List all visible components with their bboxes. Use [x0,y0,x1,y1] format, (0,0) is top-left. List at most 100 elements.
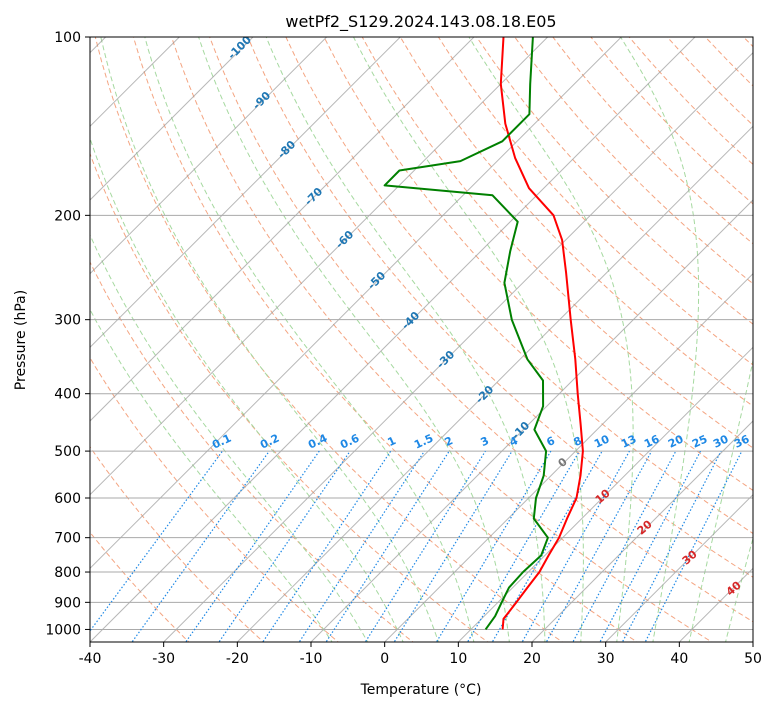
isotherm [604,493,753,642]
moist-adiabat [688,358,753,642]
x-tick-label: 20 [523,651,541,667]
dry-adiabat [514,37,753,285]
mixing-ratio-label: 2 [443,434,455,449]
mixing-ratio-label: 30 [711,432,731,450]
y-tick-label: 800 [54,565,81,581]
mixing-ratio-line [599,450,702,642]
mixing-ratio-label: 0.4 [306,431,329,451]
mixing-ratio-label: 16 [642,432,662,450]
isotherm [90,37,475,422]
isotherm [457,346,753,642]
dry-adiabat [476,37,753,325]
x-tick-label: -20 [226,651,249,667]
isotherm [90,37,254,201]
moist-adiabat-label: 10 [593,486,613,506]
dry-adiabat [90,446,265,642]
dry-adiabat [399,37,753,407]
isotherm [90,37,696,642]
dewpoint-line [383,37,549,630]
mixing-ratio-line [466,450,580,642]
x-tick-label: 10 [449,651,467,667]
mixing-ratio-label: 3 [479,434,491,449]
mixing-ratio-line [298,450,425,642]
series-lines [383,37,584,630]
moist-adiabat [90,233,369,642]
x-tick-label: 50 [744,651,762,667]
x-tick-label: -40 [79,651,102,667]
mixing-ratio-label: 25 [690,432,709,450]
isotherm [162,51,753,642]
isotherm [752,641,753,642]
x-tick-label: 40 [670,651,688,667]
mixing-ratio-line [521,450,631,642]
moist-adiabat [468,37,634,642]
mixing-ratio-line [325,450,450,642]
y-tick-label: 700 [54,531,81,547]
isotherm [90,37,549,496]
moist-adiabat [90,136,404,642]
plot-frame [89,36,754,643]
y-tick-label: 200 [54,208,81,224]
moist-adiabat [198,37,510,642]
mixing-ratio-label: 36 [732,432,752,450]
mixing-ratio-line [262,450,392,642]
dry-adiabat [90,356,339,642]
isotherm-label: -90 [250,89,273,112]
isotherm-label: -50 [365,269,388,292]
mixing-ratio-line [90,450,223,632]
isotherm [90,37,623,570]
moist-adiabat-label: 0 [556,455,570,470]
mixing-ratio-line [393,450,513,642]
mixing-ratio-label: 1 [386,434,398,449]
mixing-ratio-line [131,450,270,642]
isotherm-label: -80 [275,138,298,161]
x-axis: -40 -30 -20 -10 0 10 20 30 40 50 [79,642,762,667]
x-tick-label: 30 [597,651,615,667]
y-axis: 1000 900 800 700 600 500 400 300 200 100 [45,30,90,638]
moist-adiabat [90,308,333,642]
dry-adiabat [90,152,489,642]
x-tick-label: 0 [380,651,389,667]
dry-adiabat [437,37,753,366]
temperature-line [499,37,584,630]
y-tick-label: 600 [54,491,81,507]
dry-adiabat [285,37,753,535]
dry-adiabat [94,37,564,642]
isotherm [90,37,402,349]
y-tick-label: 100 [54,30,81,46]
mixing-ratio-label: 0.1 [210,432,233,452]
moist-adiabat [100,37,440,642]
y-tick-label: 900 [54,595,81,611]
mixing-ratio-label: 0.2 [258,432,281,452]
isotherm [531,420,753,642]
isotherm [90,37,328,275]
mixing-ratio-label: 20 [666,432,686,450]
mixing-ratio-label: 10 [592,432,612,450]
dry-adiabat [171,37,713,642]
y-tick-label: 500 [54,444,81,460]
moist-adiabat-label: 20 [635,517,655,537]
mixing-ratio-label: 6 [545,434,558,449]
y-tick-label: 1000 [45,622,81,638]
mixing-ratio-label: 0.6 [338,431,361,451]
dry-adiabat [552,37,753,245]
mixing-ratio-label: 1.5 [412,432,435,452]
mixing-ratio-line [185,450,320,642]
x-axis-label: Temperature (°C) [360,682,482,698]
dry-adiabat [361,37,753,449]
mixing-ratio-line [621,450,722,642]
mixing-ratio-line [572,450,677,642]
dry-adiabat [323,37,753,491]
dry-adiabat [132,37,638,642]
dry-adiabat [90,260,414,642]
isotherm [310,199,753,642]
mixing-ratio-line [364,450,486,642]
y-axis-label: Pressure (hPa) [13,290,29,390]
isotherm [236,125,753,642]
dry-adiabat [704,37,753,87]
mixing-ratio-line [491,450,603,642]
x-tick-label: -30 [152,651,175,667]
mixing-ratio-line [644,450,743,642]
isotherm [383,272,753,642]
